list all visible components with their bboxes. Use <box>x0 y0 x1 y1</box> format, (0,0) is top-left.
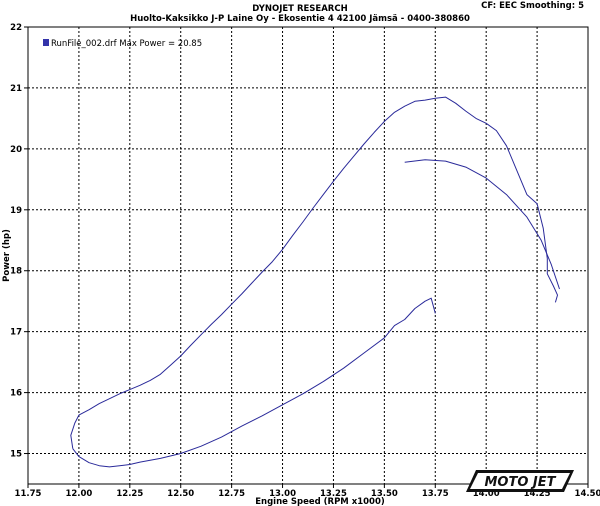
y-tick-label: 17 <box>10 328 22 338</box>
series-line-upper <box>70 96 558 449</box>
chart-header-title: DYNOJET RESEARCH <box>252 4 348 14</box>
y-tick-label: 18 <box>10 267 22 277</box>
x-tick-label: 12.75 <box>218 489 245 499</box>
series-group <box>70 96 560 468</box>
y-tick-label: 20 <box>10 145 22 155</box>
x-tick-label: 14.25 <box>524 489 551 499</box>
chart-header-subtitle: Huolto-Kaksikko J-P Laine Oy - Ekosentie… <box>130 14 470 24</box>
x-tick-label: 12.00 <box>65 489 92 499</box>
x-tick-label: 13.00 <box>269 489 296 499</box>
x-tick-label: 13.50 <box>371 489 398 499</box>
x-tick-label: 14.00 <box>473 489 500 499</box>
y-tick-label: 19 <box>10 206 22 216</box>
y-tick-label: 16 <box>10 389 22 399</box>
x-tick-label: 13.25 <box>320 489 347 499</box>
correction-factor-label: CF: EEC Smoothing: 5 <box>481 1 584 11</box>
x-axis-ticks: 11.75 12.00 12.25 12.50 12.75 13.00 13.25 13.50… <box>15 484 600 499</box>
y-axis-ticks: 22 21 20 19 18 17 16 15 <box>10 23 28 460</box>
series-line-lower <box>72 297 436 468</box>
legend: RunFile_002.drf Max Power = 20.85 <box>43 39 202 49</box>
x-tick-label: 12.25 <box>116 489 143 499</box>
motojet-logo: MOTO JET <box>466 470 574 492</box>
x-tick-label: 13.75 <box>422 489 449 499</box>
legend-swatch <box>43 39 49 46</box>
grid-lines <box>28 27 588 484</box>
svg-text:MOTO JET: MOTO JET <box>484 475 556 490</box>
y-axis-label: Power (hp) <box>2 229 12 282</box>
y-tick-label: 15 <box>10 450 22 460</box>
y-tick-label: 22 <box>10 23 22 33</box>
x-tick-label: 12.50 <box>167 489 194 499</box>
plot-frame <box>27 26 589 485</box>
series-line-decel <box>404 159 560 290</box>
x-tick-label: 11.75 <box>15 489 42 499</box>
y-tick-label: 21 <box>10 84 22 94</box>
x-tick-label: 14.50 <box>575 489 600 499</box>
x-axis-label: Engine Speed (RPM x1000) <box>255 497 385 506</box>
legend-label: RunFile_002.drf Max Power = 20.85 <box>51 39 202 49</box>
